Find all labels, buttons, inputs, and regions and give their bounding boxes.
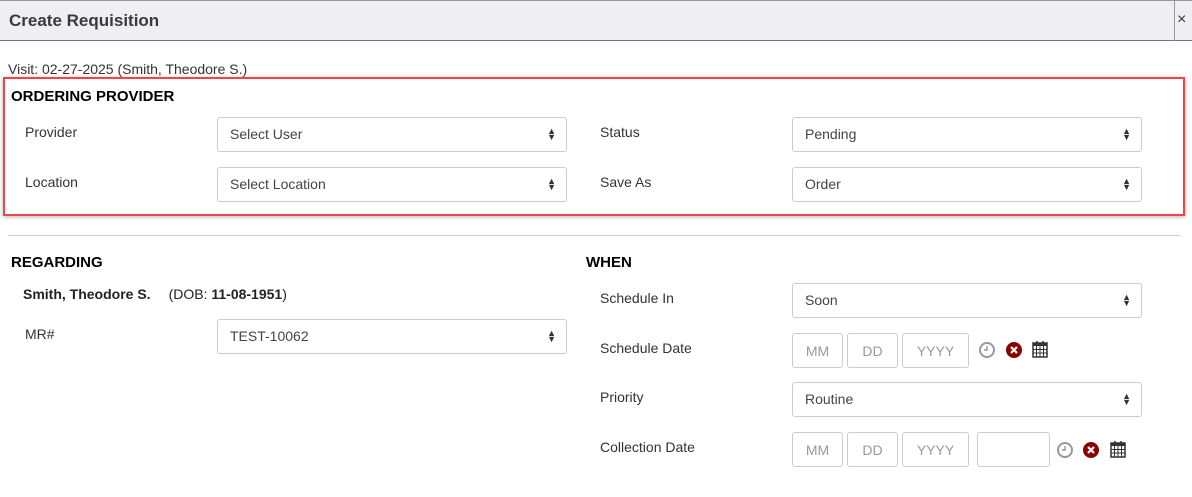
schedule-date-label: Schedule Date bbox=[600, 340, 692, 356]
ordering-provider-title: ORDERING PROVIDER bbox=[11, 88, 175, 105]
regarding-title: REGARDING bbox=[11, 254, 103, 271]
provider-select[interactable]: Select User ▲ ▼ bbox=[217, 117, 567, 152]
sort-arrows-icon: ▲ ▼ bbox=[547, 126, 556, 142]
when-title: WHEN bbox=[586, 254, 632, 271]
visit-info: Visit: 02-27-2025 (Smith, Theodore S.) bbox=[8, 61, 248, 77]
save-as-value: Order bbox=[805, 176, 841, 192]
schedule-in-label: Schedule In bbox=[600, 290, 674, 306]
priority-select[interactable]: Routine ▲ ▼ bbox=[792, 382, 1142, 417]
mr-select[interactable]: TEST-10062 ▲ ▼ bbox=[217, 319, 567, 354]
collection-time-input[interactable] bbox=[977, 432, 1050, 467]
priority-label: Priority bbox=[600, 389, 644, 405]
sort-arrows-icon: ▲ ▼ bbox=[1122, 126, 1131, 142]
calendar-icon[interactable] bbox=[1031, 340, 1049, 358]
provider-value: Select User bbox=[230, 126, 303, 142]
provider-label: Provider bbox=[25, 124, 78, 140]
clock-icon[interactable] bbox=[1056, 441, 1074, 459]
dialog-header: Create Requisition × bbox=[0, 0, 1192, 41]
location-value: Select Location bbox=[230, 176, 326, 192]
mr-value: TEST-10062 bbox=[230, 328, 309, 344]
patient-info: Smith, Theodore S. (DOB: 11-08-1951) bbox=[23, 286, 287, 302]
calendar-icon[interactable] bbox=[1109, 440, 1127, 458]
sort-arrows-icon: ▲ ▼ bbox=[547, 176, 556, 192]
collection-day-input[interactable]: DD bbox=[847, 432, 898, 467]
collection-month-input[interactable]: MM bbox=[792, 432, 843, 467]
dob-suffix: ) bbox=[282, 286, 287, 302]
collection-date-label: Collection Date bbox=[600, 439, 695, 455]
dob-prefix: (DOB: bbox=[168, 286, 212, 302]
schedule-in-value: Soon bbox=[805, 292, 838, 308]
close-button[interactable]: × bbox=[1174, 1, 1192, 41]
status-select[interactable]: Pending ▲ ▼ bbox=[792, 117, 1142, 152]
sort-arrows-icon: ▲ ▼ bbox=[1122, 391, 1131, 407]
status-label: Status bbox=[600, 124, 640, 140]
dialog-title: Create Requisition bbox=[9, 11, 160, 30]
clock-icon[interactable] bbox=[978, 341, 996, 359]
sort-arrows-icon: ▲ ▼ bbox=[547, 328, 556, 344]
patient-name: Smith, Theodore S. bbox=[23, 286, 151, 302]
schedule-year-input[interactable]: YYYY bbox=[902, 333, 969, 368]
location-label: Location bbox=[25, 174, 78, 190]
clear-icon[interactable] bbox=[1082, 441, 1100, 459]
schedule-day-input[interactable]: DD bbox=[847, 333, 898, 368]
save-as-label: Save As bbox=[600, 174, 652, 190]
schedule-in-select[interactable]: Soon ▲ ▼ bbox=[792, 283, 1142, 318]
dob-value: 11-08-1951 bbox=[211, 286, 283, 302]
status-value: Pending bbox=[805, 126, 857, 142]
divider bbox=[8, 235, 1180, 236]
sort-arrows-icon: ▲ ▼ bbox=[1122, 292, 1131, 308]
priority-value: Routine bbox=[805, 391, 854, 407]
collection-year-input[interactable]: YYYY bbox=[902, 432, 969, 467]
schedule-month-input[interactable]: MM bbox=[792, 333, 843, 368]
save-as-select[interactable]: Order ▲ ▼ bbox=[792, 167, 1142, 202]
ordering-provider-highlight bbox=[3, 77, 1185, 216]
clear-icon[interactable] bbox=[1005, 341, 1023, 359]
mr-label: MR# bbox=[25, 326, 55, 342]
sort-arrows-icon: ▲ ▼ bbox=[1122, 176, 1131, 192]
location-select[interactable]: Select Location ▲ ▼ bbox=[217, 167, 567, 202]
